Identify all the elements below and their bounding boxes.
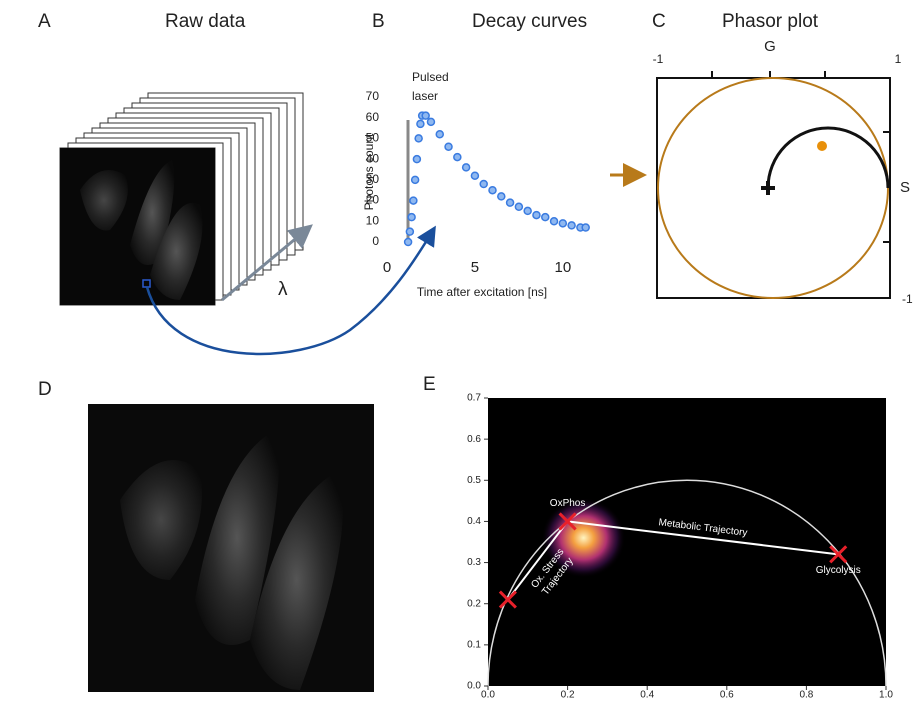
data-point	[551, 218, 558, 225]
data-point	[445, 143, 452, 150]
page: A Raw data λ B Decay curves Pulsed laser…	[0, 0, 919, 701]
y-tick-label: 10	[366, 213, 380, 227]
data-point	[568, 222, 575, 229]
y-tick-label: 70	[366, 89, 380, 103]
x-tick-label: 1.0	[879, 690, 893, 701]
axis-label: G	[764, 38, 776, 55]
y-tick-label: 60	[366, 110, 380, 124]
data-point	[413, 156, 420, 163]
data-point	[454, 154, 461, 161]
y-tick-label: 0	[372, 234, 379, 248]
point-label: OxPhos	[550, 498, 586, 509]
data-point	[422, 112, 429, 119]
panel-title: Raw data	[165, 11, 246, 32]
data-point	[408, 214, 415, 221]
y-tick-label: 50	[366, 131, 380, 145]
panel-label: B	[372, 11, 385, 32]
point-label: Glycolysis	[816, 565, 861, 576]
data-point	[515, 203, 522, 210]
annotation: Pulsed	[412, 70, 449, 84]
tick-label: -1	[902, 292, 913, 306]
phasor-dot	[817, 141, 827, 151]
x-tick-label: 0.4	[640, 690, 654, 701]
y-tick-label: 30	[366, 172, 380, 186]
panel-label: D	[38, 379, 52, 400]
y-tick-label: 0.2	[467, 598, 481, 609]
data-point	[480, 181, 487, 188]
x-axis-label: Time after excitation [ns]	[417, 285, 547, 299]
y-tick-label: 0.3	[467, 557, 481, 568]
y-tick-label: 0.7	[467, 393, 481, 404]
panel-label: C	[652, 11, 666, 32]
raw-image	[60, 148, 215, 305]
tick-label: 1	[895, 52, 902, 66]
x-tick-label: 0	[383, 259, 391, 276]
figure: A Raw data λ B Decay curves Pulsed laser…	[0, 0, 919, 701]
data-point	[542, 214, 549, 221]
data-point	[417, 120, 424, 127]
axis-label: S	[900, 179, 910, 196]
intensity-image	[88, 404, 374, 692]
panel-label: E	[423, 374, 436, 395]
x-tick-label: 5	[471, 259, 479, 276]
x-tick-label: 0.8	[799, 690, 813, 701]
x-tick-label: 0.6	[720, 690, 734, 701]
data-point	[507, 199, 514, 206]
y-tick-label: 0.1	[467, 639, 481, 650]
data-point	[559, 220, 566, 227]
data-point	[498, 193, 505, 200]
data-point	[524, 207, 531, 214]
tick-label: -1	[653, 52, 664, 66]
data-point	[406, 228, 413, 235]
data-point	[533, 212, 540, 219]
annotation: laser	[412, 89, 438, 103]
y-tick-label: 0.6	[467, 434, 481, 445]
data-point	[405, 239, 412, 246]
data-point	[415, 135, 422, 142]
data-point	[410, 197, 417, 204]
panel-title: Phasor plot	[722, 11, 819, 32]
y-tick-label: 0.5	[467, 475, 481, 486]
data-point	[427, 118, 434, 125]
y-tick-label: 40	[366, 151, 380, 165]
x-tick-label: 10	[554, 259, 571, 276]
data-point	[471, 172, 478, 179]
data-point	[582, 224, 589, 231]
data-point	[463, 164, 470, 171]
phasor-schematic	[657, 71, 890, 298]
lambda-symbol: λ	[278, 279, 288, 300]
x-tick-label: 0.2	[561, 690, 575, 701]
data-point	[436, 131, 443, 138]
y-tick-label: 0.0	[467, 681, 481, 692]
data-point	[412, 176, 419, 183]
y-tick-label: 0.4	[467, 516, 481, 527]
panel-label: A	[38, 11, 51, 32]
data-point	[489, 187, 496, 194]
y-tick-label: 20	[366, 193, 380, 207]
x-tick-label: 0.0	[481, 690, 495, 701]
panel-title: Decay curves	[472, 11, 587, 32]
